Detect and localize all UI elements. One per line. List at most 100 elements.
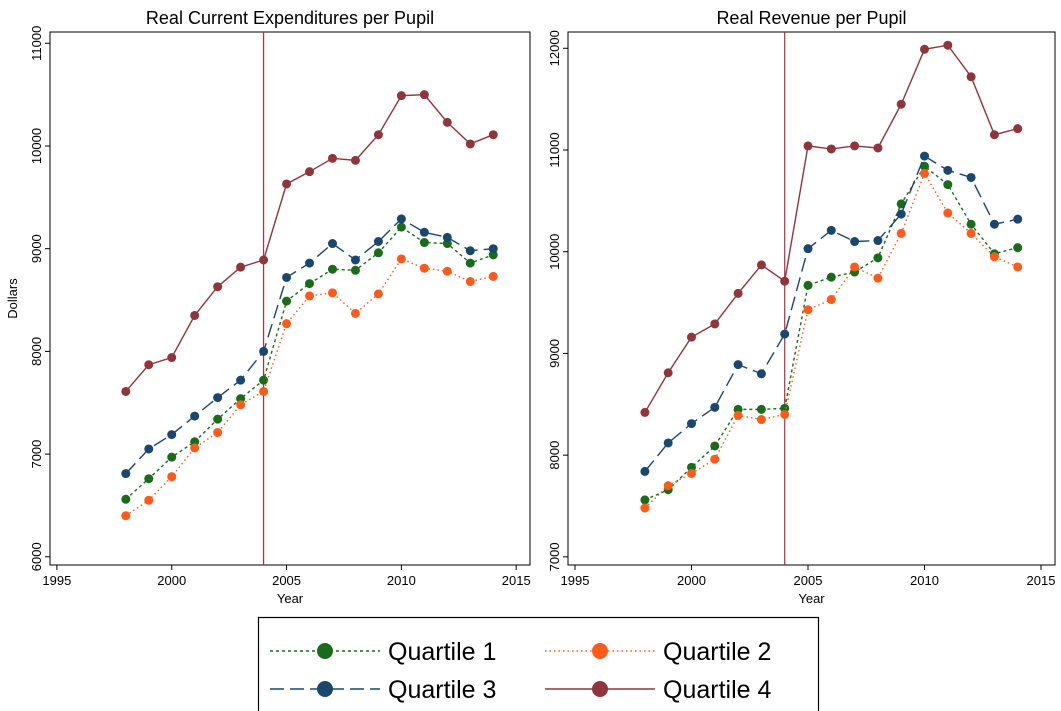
data-point xyxy=(396,222,406,232)
data-point xyxy=(419,263,429,273)
data-point xyxy=(989,130,999,140)
data-point xyxy=(896,99,906,109)
data-point xyxy=(259,386,269,396)
data-point xyxy=(282,179,292,189)
data-point xyxy=(966,172,976,182)
data-point xyxy=(640,503,650,513)
x-tick-label: 2000 xyxy=(677,573,706,588)
data-point xyxy=(710,319,720,329)
data-point xyxy=(350,308,360,318)
data-point xyxy=(465,139,475,149)
data-point xyxy=(780,329,790,339)
plot-frame xyxy=(567,31,1056,566)
data-point xyxy=(989,219,999,229)
data-point xyxy=(920,168,930,178)
data-point xyxy=(167,452,177,462)
data-point xyxy=(826,225,836,235)
data-point xyxy=(896,209,906,219)
data-point xyxy=(873,273,883,283)
data-point xyxy=(756,260,766,270)
data-point xyxy=(282,319,292,329)
data-point xyxy=(350,255,360,265)
data-point xyxy=(803,280,813,290)
data-point xyxy=(373,248,383,258)
data-point xyxy=(419,227,429,237)
data-point xyxy=(282,272,292,282)
data-point xyxy=(943,165,953,175)
data-point xyxy=(640,407,650,417)
data-point xyxy=(305,258,315,268)
data-point xyxy=(167,353,177,363)
chart-title: Real Current Expenditures per Pupil xyxy=(146,8,434,28)
data-point xyxy=(442,117,452,127)
y-tick-label: 8000 xyxy=(547,441,562,470)
data-point xyxy=(236,375,246,385)
data-point xyxy=(873,236,883,246)
data-point xyxy=(756,369,766,379)
data-point xyxy=(144,474,154,484)
x-axis-label: Year xyxy=(277,591,304,606)
data-point xyxy=(465,246,475,256)
y-tick-label: 11000 xyxy=(547,132,562,167)
data-point xyxy=(943,40,953,50)
data-point xyxy=(896,199,906,209)
data-point xyxy=(396,91,406,101)
data-point xyxy=(756,415,766,425)
data-point xyxy=(1013,124,1023,134)
data-point xyxy=(213,393,223,403)
legend-label: Quartile 1 xyxy=(388,638,496,666)
data-point xyxy=(488,244,498,254)
data-point xyxy=(920,161,930,171)
data-point xyxy=(259,346,269,356)
data-point xyxy=(327,288,337,298)
data-point xyxy=(1013,214,1023,224)
x-tick-label: 1995 xyxy=(42,573,71,588)
data-point xyxy=(710,402,720,412)
data-point xyxy=(686,419,696,429)
data-point xyxy=(756,404,766,414)
data-point xyxy=(373,237,383,247)
data-point xyxy=(190,437,200,447)
data-point xyxy=(419,90,429,100)
data-point xyxy=(305,279,315,289)
data-point xyxy=(850,141,860,151)
data-point xyxy=(710,441,720,451)
x-tick-label: 2000 xyxy=(157,573,186,588)
data-point xyxy=(259,375,269,385)
data-point xyxy=(144,495,154,505)
legend-box xyxy=(257,616,820,711)
data-point xyxy=(686,468,696,478)
data-point xyxy=(1013,262,1023,272)
data-point xyxy=(305,291,315,301)
legend-swatch-marker xyxy=(592,643,608,659)
y-tick-label: 7000 xyxy=(547,542,562,571)
data-point xyxy=(373,289,383,299)
data-point xyxy=(144,360,154,370)
data-point xyxy=(327,264,337,274)
data-point xyxy=(873,143,883,153)
data-point xyxy=(167,472,177,482)
data-point xyxy=(803,244,813,254)
data-point xyxy=(167,430,177,440)
data-point xyxy=(733,410,743,420)
data-point xyxy=(213,282,223,292)
data-point xyxy=(350,155,360,165)
data-point xyxy=(144,444,154,454)
data-point xyxy=(966,228,976,238)
x-tick-label: 2010 xyxy=(910,573,939,588)
data-point xyxy=(663,438,673,448)
legend-swatch-marker xyxy=(317,681,333,697)
plot-frame xyxy=(49,31,531,566)
data-point xyxy=(350,265,360,275)
data-point xyxy=(305,167,315,177)
data-point xyxy=(259,255,269,265)
data-point xyxy=(826,272,836,282)
data-point xyxy=(465,277,475,287)
data-point xyxy=(373,130,383,140)
data-point xyxy=(733,288,743,298)
x-tick-label: 2015 xyxy=(502,573,531,588)
x-tick-label: 2015 xyxy=(1027,573,1056,588)
data-point xyxy=(966,219,976,229)
data-point xyxy=(733,360,743,370)
